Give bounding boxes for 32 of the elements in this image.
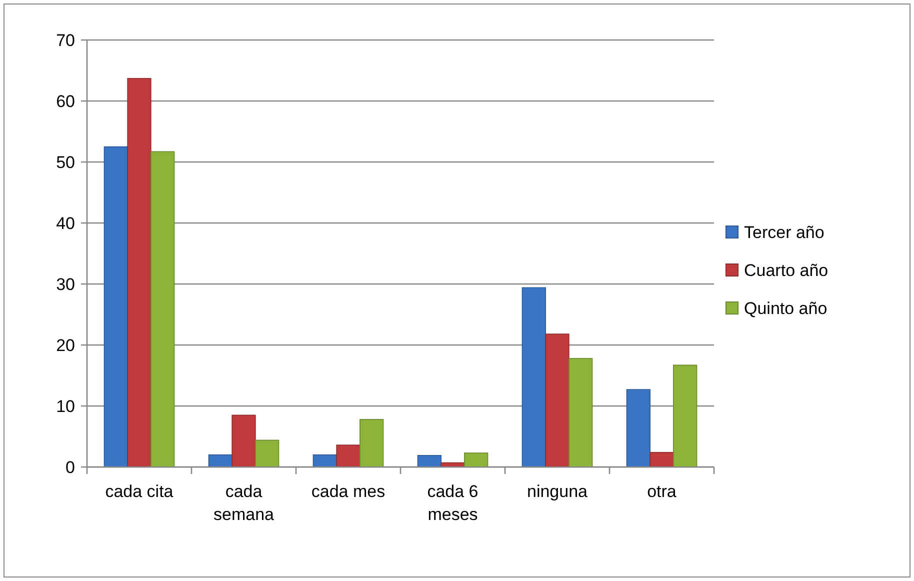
x-tick-label: ninguna [526, 482, 588, 501]
bar [650, 452, 674, 468]
bar [127, 78, 152, 468]
y-tick-label: 60 [56, 92, 75, 111]
bar [464, 452, 488, 468]
bar [568, 358, 593, 468]
bar [545, 334, 570, 468]
y-tick-label: 40 [56, 214, 75, 233]
y-tick-label: 0 [66, 458, 75, 477]
bar [673, 364, 698, 468]
y-tick-label: 50 [56, 152, 75, 172]
bar [417, 455, 442, 468]
bar [232, 414, 256, 468]
x-tick-label: cada 6 meses [427, 482, 478, 524]
legend-label: Cuarto año [744, 260, 828, 280]
legend-label: Quinto año [744, 298, 828, 318]
bar [255, 440, 280, 468]
y-tick-label: 20 [56, 336, 75, 355]
legend-label: Tercer año [744, 222, 824, 242]
y-tick-label: 70 [56, 30, 75, 50]
bar [360, 419, 384, 468]
x-tick-label: cada cita [105, 482, 174, 501]
x-tick-label: cada mes [311, 482, 386, 501]
bar [336, 444, 360, 468]
bar [522, 287, 546, 468]
bar [104, 146, 128, 468]
x-tick-label: otra [647, 482, 677, 501]
y-tick-label: 30 [56, 274, 75, 294]
x-tick-label: cada semana [214, 482, 275, 524]
bar [150, 151, 175, 468]
y-tick-label: 10 [56, 396, 75, 416]
bar [626, 389, 650, 468]
